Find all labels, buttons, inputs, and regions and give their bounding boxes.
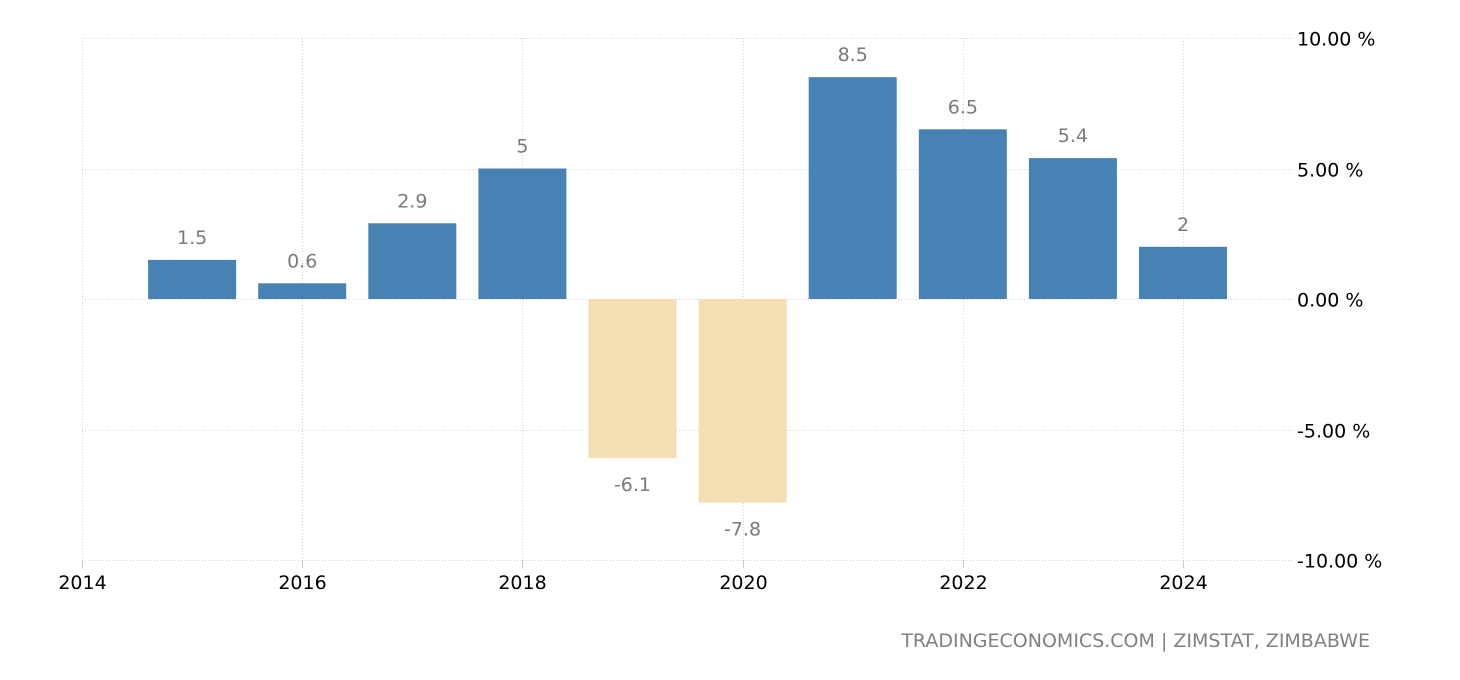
x-tick-label: 2020 xyxy=(719,572,767,594)
bar-2023 xyxy=(1028,158,1117,299)
data-label-2019: -6.1 xyxy=(614,474,651,496)
y-tick-label: 5.00 % xyxy=(1297,160,1363,182)
data-label-2016: 0.6 xyxy=(287,250,317,272)
bar-2017 xyxy=(368,223,457,299)
source-attribution: TRADINGECONOMICS.COM | ZIMSTAT, ZIMBABWE xyxy=(901,630,1370,652)
x-tick-label: 2014 xyxy=(58,572,106,594)
data-label-2017: 2.9 xyxy=(397,190,427,212)
y-tick-label: -5.00 % xyxy=(1297,421,1370,443)
y-tick-label: 10.00 % xyxy=(1297,29,1376,51)
data-label-2015: 1.5 xyxy=(177,227,207,249)
bar-2020 xyxy=(698,299,787,503)
y-tick-label: 0.00 % xyxy=(1297,290,1363,312)
data-label-2021: 8.5 xyxy=(838,44,868,66)
x-axis-ticks: 2014 2016 2018 2020 2022 2024 xyxy=(58,572,1207,594)
data-label-2020: -7.8 xyxy=(724,519,761,541)
y-tick-label: -10.00 % xyxy=(1297,551,1382,573)
x-tick-label: 2022 xyxy=(939,572,987,594)
bars xyxy=(148,77,1227,503)
data-label-2022: 6.5 xyxy=(948,96,978,118)
x-tick-label: 2024 xyxy=(1159,572,1207,594)
bar-2024 xyxy=(1139,246,1227,299)
x-tick-label: 2018 xyxy=(498,572,546,594)
data-label-2024: 2 xyxy=(1177,214,1189,236)
y-axis-ticks: 10.00 % 5.00 % 0.00 % -5.00 % -10.00 % xyxy=(1297,29,1382,573)
x-tick-label: 2016 xyxy=(278,572,326,594)
data-label-2023: 5.4 xyxy=(1058,125,1088,147)
bar-2016 xyxy=(258,283,347,299)
bar-2015 xyxy=(148,259,237,299)
bar-2021 xyxy=(808,77,897,299)
bar-2019 xyxy=(588,299,677,459)
data-labels: 1.5 0.6 2.9 5 -6.1 -7.8 8.5 6.5 5.4 2 xyxy=(177,44,1189,540)
bar-2022 xyxy=(918,129,1007,299)
bar-2018 xyxy=(478,168,567,299)
gridlines xyxy=(82,38,1292,568)
data-label-2018: 5 xyxy=(516,136,528,158)
